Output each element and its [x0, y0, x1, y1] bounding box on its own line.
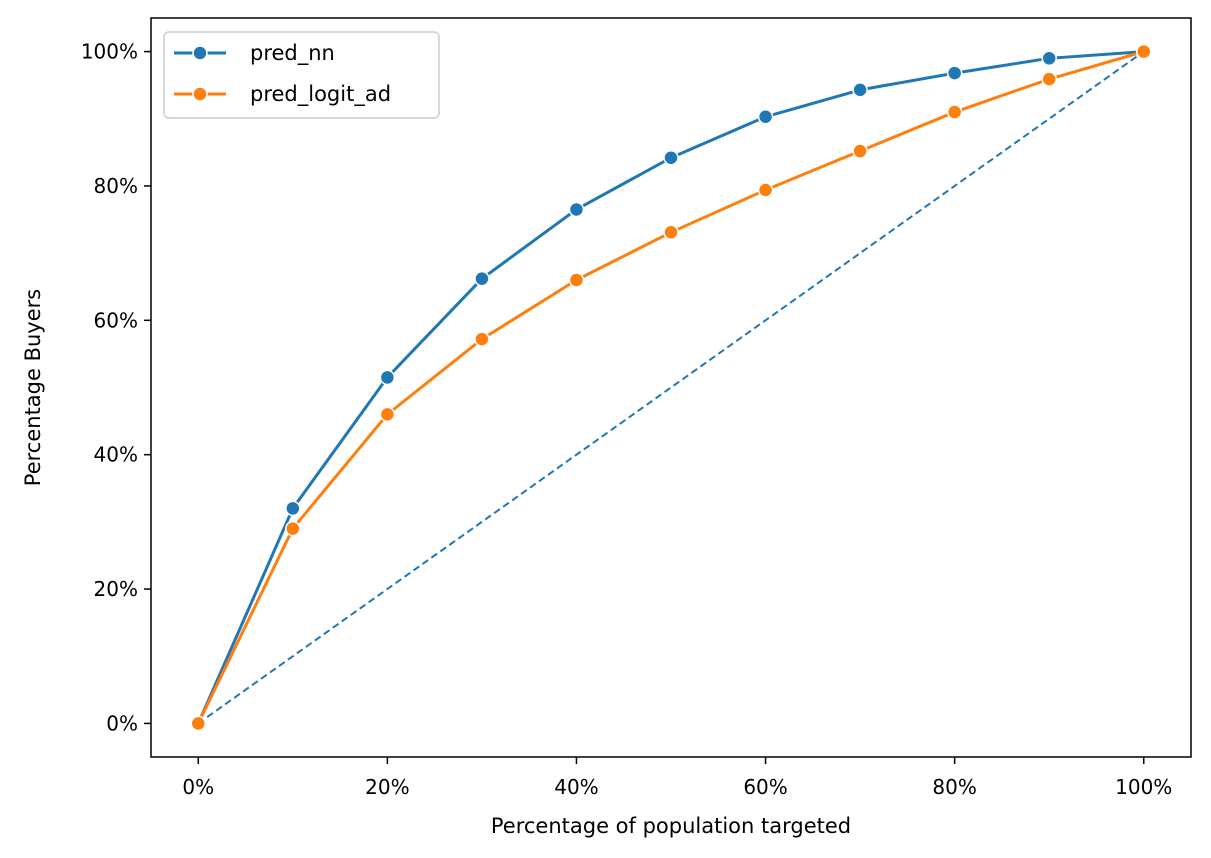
series-pred-logit-ad-point — [568, 272, 585, 288]
series-pred-logit-ad-point — [285, 520, 301, 537]
y-tick-label: 100% — [81, 40, 138, 64]
y-tick-label: 80% — [94, 174, 138, 198]
legend-pred-logit-ad-marker — [192, 86, 208, 102]
series-pred-nn-point — [757, 109, 774, 125]
x-tick-label: 0% — [182, 775, 214, 799]
series-pred-logit-ad-point — [474, 331, 490, 347]
series-pred-logit-ad-point — [757, 182, 774, 198]
series-pred-nn-point — [285, 500, 301, 517]
series-pred-nn-point — [946, 65, 963, 81]
y-tick-label: 60% — [94, 308, 138, 332]
y-tick-label: 0% — [106, 711, 138, 735]
y-tick-label: 40% — [94, 443, 138, 467]
series-pred-logit-ad-point — [1135, 43, 1152, 60]
reference-diagonal-line — [197, 50, 1145, 725]
x-tick-label: 40% — [554, 775, 598, 799]
legend-pred-nn-label: pred_nn — [250, 41, 335, 66]
x-tick-label: 80% — [932, 775, 976, 799]
plot-area — [190, 43, 1152, 732]
series-pred-nn-point — [1041, 50, 1057, 67]
legend-pred-nn-marker — [192, 45, 208, 61]
y-axis-label: Percentage Buyers — [21, 289, 45, 486]
series-pred-nn-point — [852, 82, 868, 98]
legend-box — [163, 31, 440, 119]
axes: 0% 20% 40% 60% 80% 100% 0% 20% 40% 60% 80% 100% Perc… — [21, 17, 1192, 838]
x-axis-label: Percentage of population targeted — [491, 814, 851, 838]
series-pred-logit-ad-point — [946, 104, 963, 120]
axes-frame — [150, 17, 1192, 758]
legend: pred_nn pred_logit_ad — [163, 31, 440, 119]
series-pred-nn-point — [379, 369, 396, 386]
series-pred-nn-point — [568, 201, 585, 218]
x-tick-label: 20% — [365, 775, 409, 799]
series-pred-nn-point — [663, 149, 679, 166]
x-tick-label: 100% — [1115, 775, 1172, 799]
series-pred-logit-ad-point — [1041, 71, 1057, 87]
legend-pred-logit-ad-label: pred_logit_ad — [250, 82, 391, 107]
series-pred-nn-point — [474, 270, 490, 287]
series-pred-logit-ad-point — [379, 406, 396, 423]
x-tick-label: 60% — [743, 775, 787, 799]
series-pred-logit-ad-point — [190, 715, 207, 732]
series-pred-logit-ad-point — [852, 143, 868, 159]
series-pred-logit-ad-point — [663, 224, 679, 241]
y-tick-label: 20% — [94, 577, 138, 601]
